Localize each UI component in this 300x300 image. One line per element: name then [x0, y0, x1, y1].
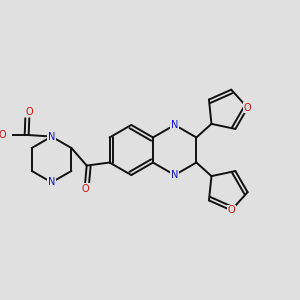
Text: N: N	[171, 170, 178, 180]
Text: O: O	[0, 130, 7, 140]
Text: O: O	[244, 103, 251, 113]
Text: O: O	[81, 184, 89, 194]
Text: O: O	[26, 106, 33, 116]
Text: N: N	[48, 132, 55, 142]
Text: N: N	[48, 177, 55, 188]
Text: N: N	[171, 120, 178, 130]
Text: O: O	[227, 205, 235, 215]
